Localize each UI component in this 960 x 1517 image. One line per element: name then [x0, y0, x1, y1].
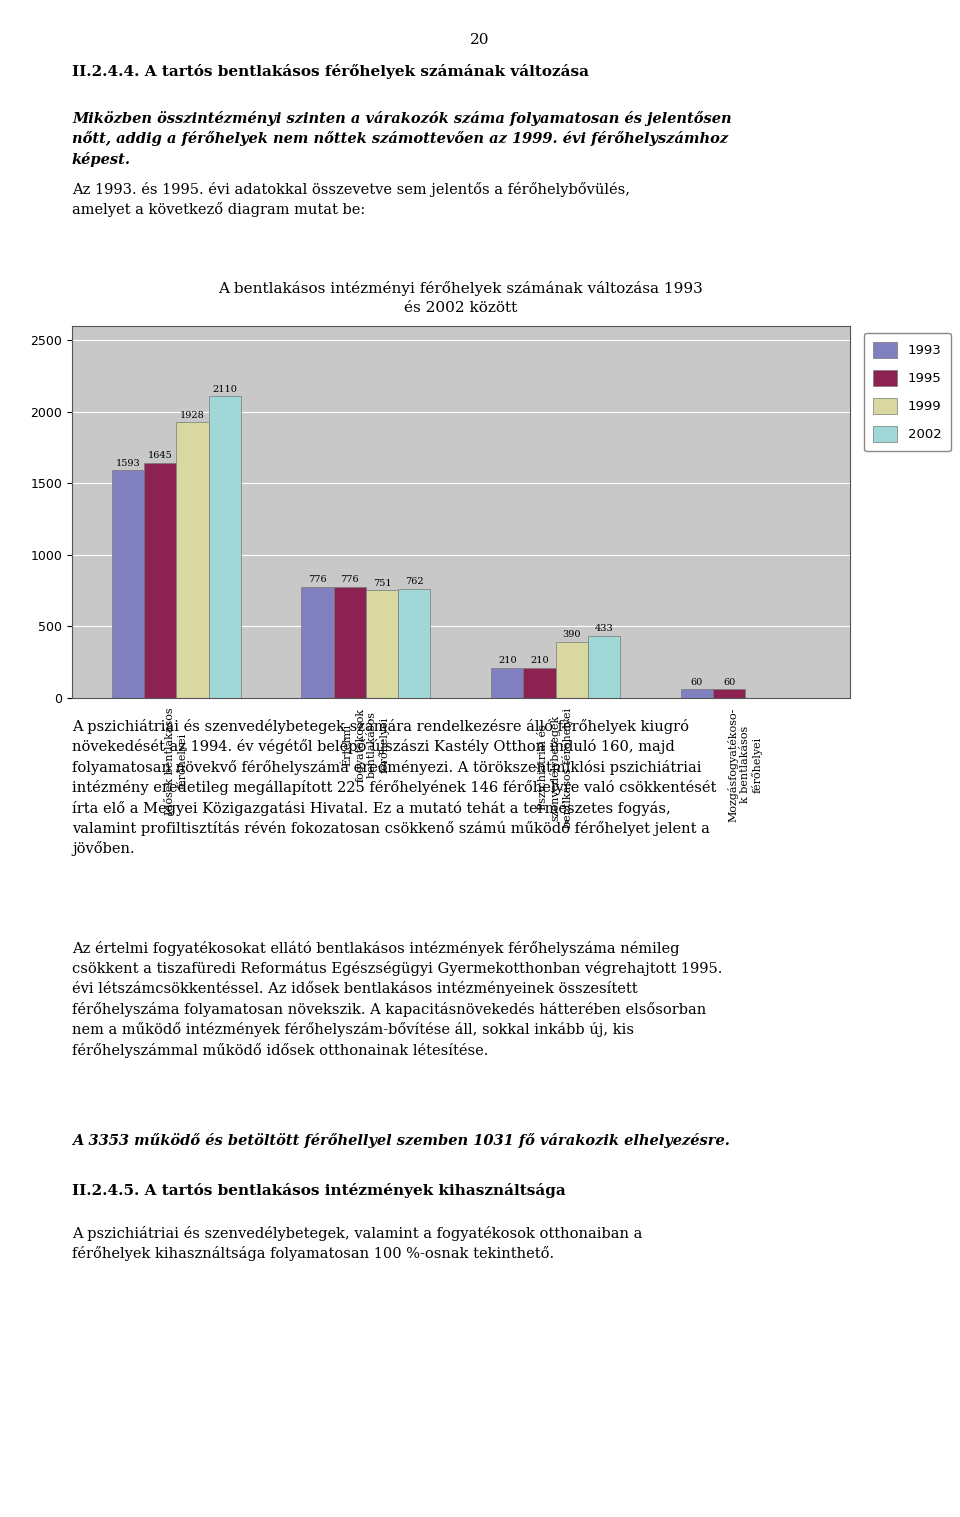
Text: A pszichiátriai és szenvedélybetegek számára rendelkezésre álló férőhelyek kiugr: A pszichiátriai és szenvedélybetegek szá… — [72, 719, 716, 857]
Text: II.2.4.5. A tartós bentlakásos intézmények kihasználtsága: II.2.4.5. A tartós bentlakásos intézmény… — [72, 1183, 565, 1198]
Bar — [366, 590, 398, 698]
Bar — [301, 587, 334, 698]
Text: 751: 751 — [372, 579, 392, 589]
Text: 1645: 1645 — [148, 451, 173, 460]
Bar — [144, 463, 177, 698]
Text: 210: 210 — [498, 657, 516, 666]
Text: A pszichiátriai és szenvedélybetegek, valamint a fogyatékosok otthonaiban a
férő: A pszichiátriai és szenvedélybetegek, va… — [72, 1226, 642, 1261]
Bar — [208, 396, 241, 698]
Text: 210: 210 — [530, 657, 549, 666]
Text: A 3353 működő és betöltött férőhellyel szemben 1031 fő várakozik elhelyezésre.: A 3353 működő és betöltött férőhellyel s… — [72, 1133, 730, 1148]
Bar — [556, 642, 588, 698]
Text: II.2.4.4. A tartós bentlakásos férőhelyek számának változása: II.2.4.4. A tartós bentlakásos férőhelye… — [72, 64, 589, 79]
Text: 776: 776 — [308, 575, 327, 584]
Legend: 1993, 1995, 1999, 2002: 1993, 1995, 1999, 2002 — [864, 332, 950, 451]
Text: 762: 762 — [405, 578, 423, 586]
Text: 1928: 1928 — [180, 411, 204, 420]
Text: 60: 60 — [691, 678, 703, 687]
Title: A bentlakásos intézményi férőhelyek számának változása 1993
és 2002 között: A bentlakásos intézményi férőhelyek szám… — [219, 281, 703, 316]
Text: 776: 776 — [341, 575, 359, 584]
Bar — [111, 470, 144, 698]
Text: 1593: 1593 — [115, 458, 140, 467]
Bar — [398, 589, 430, 698]
Bar — [713, 689, 745, 698]
Bar — [177, 422, 208, 698]
Text: Az értelmi fogyatékosokat ellátó bentlakásos intézmények férőhelyszáma némileg
c: Az értelmi fogyatékosokat ellátó bentlak… — [72, 941, 722, 1057]
Text: 390: 390 — [563, 631, 581, 640]
Text: 20: 20 — [470, 32, 490, 47]
Bar — [588, 636, 620, 698]
Text: Miközben összintézményi szinten a várakozók száma folyamatosan és jelentősen
nőt: Miközben összintézményi szinten a várako… — [72, 111, 732, 167]
Bar — [334, 587, 366, 698]
Text: 2110: 2110 — [212, 385, 237, 393]
Text: 433: 433 — [594, 625, 613, 634]
Text: 60: 60 — [723, 678, 735, 687]
Bar — [681, 689, 713, 698]
Bar — [523, 667, 556, 698]
Bar — [492, 667, 523, 698]
Text: Az 1993. és 1995. évi adatokkal összevetve sem jelentős a férőhelybővülés,
amely: Az 1993. és 1995. évi adatokkal összevet… — [72, 182, 630, 217]
